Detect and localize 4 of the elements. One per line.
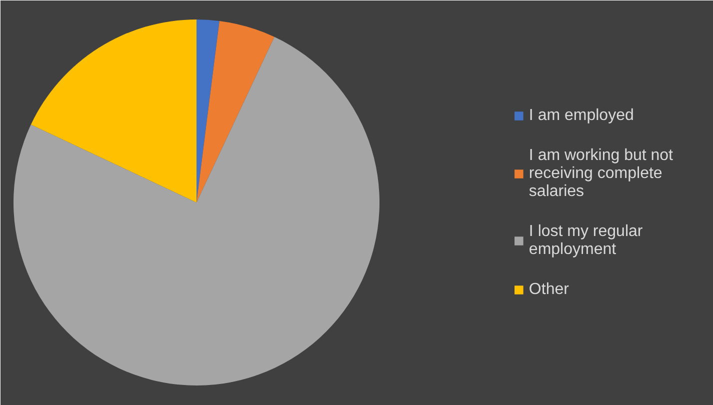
legend-label: I am working but not receiving complete salaries xyxy=(528,146,673,200)
legend-label: I am employed xyxy=(528,106,634,124)
legend-label: Other xyxy=(528,280,569,298)
legend-label: I lost my regular employment xyxy=(528,222,643,258)
